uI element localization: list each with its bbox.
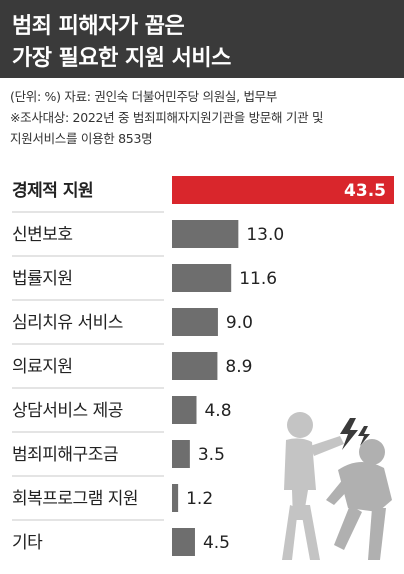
chart-header: 범죄 피해자가 꼽은 가장 필요한 지원 서비스 — [0, 0, 404, 78]
value-label: 11.6 — [239, 269, 277, 289]
chart-title-line-1: 범죄 피해자가 꼽은 — [12, 14, 185, 39]
impact-bolt-icon — [340, 418, 358, 450]
category-label: 상담서비스 제공 — [12, 401, 123, 421]
bar — [172, 264, 232, 292]
bar — [172, 220, 239, 248]
impact-bolt-icon-2 — [358, 426, 370, 446]
bar — [172, 176, 394, 204]
value-label: 3.5 — [198, 445, 225, 465]
attacker-leg-left — [282, 505, 298, 560]
value-label: 8.9 — [225, 357, 252, 377]
bar — [172, 484, 179, 512]
unit-source-line: (단위: %) 자료: 권인숙 더불어민주당 의원실, 법무부 — [10, 89, 278, 104]
category-label: 회복프로그램 지원 — [12, 489, 138, 509]
value-label: 43.5 — [344, 181, 386, 201]
bar — [172, 352, 218, 380]
victim-head — [359, 439, 385, 465]
chart-title-line-2: 가장 필요한 지원 서비스 — [12, 46, 231, 71]
category-label: 의료지원 — [12, 357, 73, 377]
attacker-body — [284, 438, 316, 520]
bar — [172, 440, 190, 468]
attacker-leg-right — [300, 505, 320, 560]
victim-leg-right — [368, 508, 386, 560]
value-label: 13.0 — [246, 225, 284, 245]
bar — [172, 528, 195, 556]
category-label: 경제적 지원 — [12, 181, 93, 201]
survey-subject-line: ※조사대상: 2022년 중 범죄피해자지원기관을 방문해 기관 및 — [10, 110, 324, 125]
attacker-arm — [310, 436, 344, 456]
bar — [172, 396, 197, 424]
category-label: 법률지원 — [12, 269, 73, 289]
victim-arm — [326, 478, 352, 505]
victim-assault-icon — [282, 412, 392, 560]
victim-leg-left — [334, 505, 362, 550]
attacker-head — [287, 412, 313, 438]
category-label: 심리치유 서비스 — [12, 313, 123, 333]
value-label: 4.8 — [204, 401, 231, 421]
survey-subject-line-2: 지원서비스를 이용한 853명 — [10, 131, 153, 146]
value-label: 4.5 — [203, 533, 230, 553]
value-label: 9.0 — [226, 313, 253, 333]
victim-body — [338, 461, 392, 512]
category-label: 범죄피해구조금 — [12, 445, 118, 465]
category-label: 기타 — [12, 533, 43, 553]
value-label: 1.2 — [186, 489, 213, 509]
source-note: (단위: %) 자료: 권인숙 더불어민주당 의원실, 법무부 ※조사대상: 2… — [10, 86, 396, 149]
bar — [172, 308, 218, 336]
category-label: 신변보호 — [12, 225, 73, 245]
